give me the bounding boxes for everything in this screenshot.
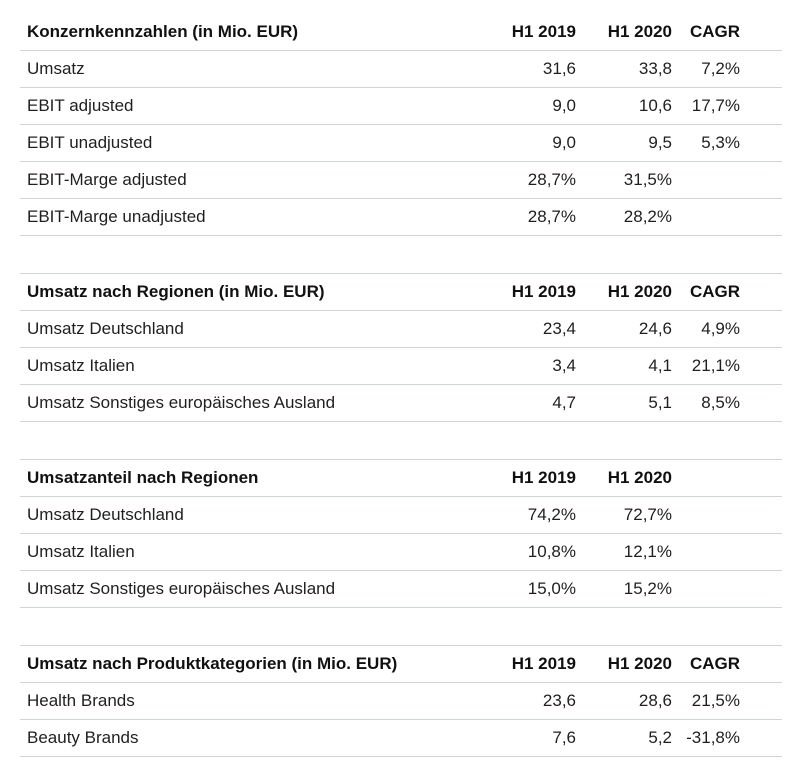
value-h1-2020: 28,6	[638, 691, 672, 710]
value-h1-2019: 9,0	[552, 133, 576, 152]
table-row: Umsatz Deutschland 23,4 24,6 4,9%	[20, 311, 782, 348]
table-row: Umsatz Italien 10,8% 12,1%	[20, 534, 782, 571]
value-h1-2020: 5,2	[648, 728, 672, 747]
row-label: Umsatz	[27, 59, 85, 78]
value-h1-2020: 12,1%	[623, 542, 672, 561]
column-header-h1-2019: H1 2019	[511, 468, 576, 487]
table-title: Konzernkennzahlen (in Mio. EUR)	[27, 22, 299, 41]
table-row: Umsatz 31,6 33,8 7,2%	[20, 51, 782, 88]
column-header-h1-2020: H1 2020	[607, 282, 672, 301]
table-row: Umsatz Sonstiges europäisches Ausland 4,7…	[20, 385, 782, 422]
row-label: Beauty Brands	[27, 728, 139, 747]
table-row: Health Brands 23,6 28,6 21,5%	[20, 683, 782, 720]
row-label: Umsatz Italien	[27, 542, 135, 561]
column-header-h1-2020: H1 2020	[607, 654, 672, 673]
value-h1-2019: 9,0	[552, 96, 576, 115]
value-h1-2019: 74,2%	[527, 505, 576, 524]
table-title: Umsatzanteil nach Regionen	[27, 468, 259, 487]
row-label: Umsatz Deutschland	[27, 319, 184, 338]
table-row: Umsatz Deutschland 74,2% 72,7%	[20, 497, 782, 534]
value-cagr: 5,3%	[701, 133, 740, 152]
row-label: Umsatz Deutschland	[27, 505, 184, 524]
row-label: EBIT-Marge adjusted	[27, 170, 187, 189]
value-cagr: -31,8%	[686, 728, 740, 747]
table-header-row: Konzernkennzahlen (in Mio. EUR) H1 2019 …	[20, 14, 782, 51]
table-header-row: Umsatzanteil nach Regionen H1 2019 H1 20…	[20, 460, 782, 497]
value-h1-2019: 10,8%	[527, 542, 576, 561]
value-h1-2019: 15,0%	[527, 579, 576, 598]
table-row: EBIT-Marge adjusted 28,7% 31,5%	[20, 162, 782, 199]
row-label: EBIT adjusted	[27, 96, 134, 115]
table-header-row: Umsatz nach Produktkategorien (in Mio. E…	[20, 646, 782, 683]
value-h1-2019: 3,4	[552, 356, 576, 375]
column-header-cagr: CAGR	[689, 22, 740, 41]
value-cagr: 8,5%	[701, 393, 740, 412]
row-label: Umsatz Sonstiges europäisches Ausland	[27, 393, 336, 412]
column-header-h1-2019: H1 2019	[511, 654, 576, 673]
row-label: EBIT unadjusted	[27, 133, 153, 152]
value-h1-2020: 4,1	[648, 356, 672, 375]
value-h1-2020: 9,5	[648, 133, 672, 152]
value-cagr: 4,9%	[701, 319, 740, 338]
table-konzernkennzahlen: Konzernkennzahlen (in Mio. EUR) H1 2019 …	[20, 14, 782, 236]
value-h1-2020: 31,5%	[623, 170, 672, 189]
column-header-h1-2020: H1 2020	[607, 468, 672, 487]
table-row: EBIT-Marge unadjusted 28,7% 28,2%	[20, 199, 782, 236]
table-title: Umsatz nach Produktkategorien (in Mio. E…	[27, 654, 398, 673]
value-h1-2020: 28,2%	[623, 207, 672, 226]
value-h1-2019: 31,6	[542, 59, 576, 78]
table-body: Umsatz Deutschland 74,2% 72,7% Umsatz Itali…	[20, 497, 782, 608]
table-body: Umsatz Deutschland 23,4 24,6 4,9% Umsatz Ita…	[20, 311, 782, 422]
value-h1-2019: 7,6	[552, 728, 576, 747]
table-row: Beauty Brands 7,6 5,2 -31,8%	[20, 720, 782, 757]
value-cagr: 21,1%	[691, 356, 740, 375]
value-h1-2019: 23,6	[542, 691, 576, 710]
table-umsatzanteil-nach-regionen: Umsatzanteil nach Regionen H1 2019 H1 20…	[20, 459, 782, 608]
value-cagr: 21,5%	[691, 691, 740, 710]
value-cagr: 17,7%	[691, 96, 740, 115]
table-title: Umsatz nach Regionen (in Mio. EUR)	[27, 282, 325, 301]
value-h1-2020: 10,6	[638, 96, 672, 115]
table-header-row: Umsatz nach Regionen (in Mio. EUR) H1 20…	[20, 274, 782, 311]
value-h1-2019: 28,7%	[527, 207, 576, 226]
row-label: Umsatz Italien	[27, 356, 135, 375]
column-header-h1-2020: H1 2020	[607, 22, 672, 41]
table-row: Umsatz Italien 3,4 4,1 21,1%	[20, 348, 782, 385]
row-label: Health Brands	[27, 691, 135, 710]
value-h1-2020: 33,8	[638, 59, 672, 78]
row-label: Umsatz Sonstiges europäisches Ausland	[27, 579, 336, 598]
value-h1-2019: 28,7%	[527, 170, 576, 189]
value-cagr: 7,2%	[701, 59, 740, 78]
table-row: EBIT unadjusted 9,0 9,5 5,3%	[20, 125, 782, 162]
table-row: EBIT adjusted 9,0 10,6 17,7%	[20, 88, 782, 125]
table-umsatz-nach-regionen: Umsatz nach Regionen (in Mio. EUR) H1 20…	[20, 273, 782, 422]
value-h1-2020: 72,7%	[623, 505, 672, 524]
column-header-cagr: CAGR	[689, 654, 740, 673]
value-h1-2020: 24,6	[638, 319, 672, 338]
table-row: Umsatz Sonstiges europäisches Ausland 15,…	[20, 571, 782, 608]
value-h1-2020: 5,1	[648, 393, 672, 412]
row-label: EBIT-Marge unadjusted	[27, 207, 206, 226]
table-umsatz-nach-produktkategorien: Umsatz nach Produktkategorien (in Mio. E…	[20, 645, 782, 757]
column-header-h1-2019: H1 2019	[511, 22, 576, 41]
value-h1-2020: 15,2%	[623, 579, 672, 598]
value-h1-2019: 23,4	[542, 319, 576, 338]
value-h1-2019: 4,7	[552, 393, 576, 412]
column-header-h1-2019: H1 2019	[511, 282, 576, 301]
table-body: Health Brands 23,6 28,6 21,5% Beauty Brands 7…	[20, 683, 782, 757]
column-header-cagr: CAGR	[689, 282, 740, 301]
table-body: Umsatz 31,6 33,8 7,2% EBIT adjusted 9,0 10,6 17…	[20, 51, 782, 236]
